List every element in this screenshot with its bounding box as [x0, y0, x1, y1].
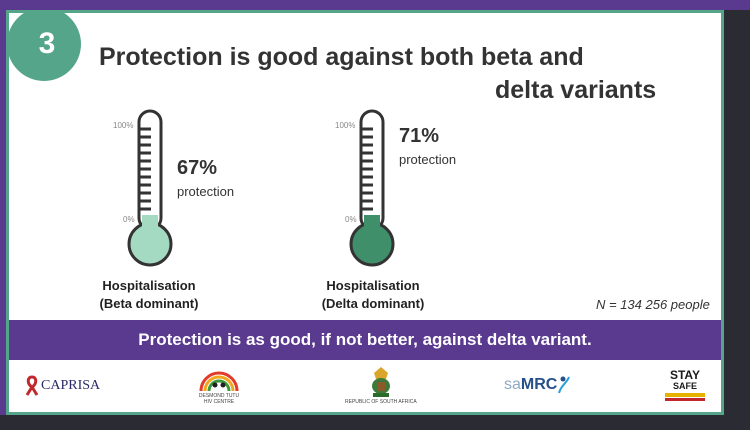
sample-size-note: N = 134 256 people — [596, 297, 710, 312]
thermometer-1-value-label: protection — [177, 184, 235, 199]
caprisa-logo-text: CAPRISA — [41, 378, 101, 393]
slide: 3 Protection is good against both beta a… — [6, 10, 724, 415]
stay-safe-stripe-2 — [665, 398, 705, 401]
conclusion-banner: Protection is as good, if not better, ag… — [9, 320, 721, 360]
thermometer-2-scale-bottom: 0% — [345, 215, 357, 224]
slide-title-line-2: delta variants — [495, 76, 657, 104]
rainbow-icon — [199, 371, 239, 392]
thermometer-2-scale-top: 100% — [335, 121, 356, 130]
caprisa-logo: CAPRISA — [25, 375, 100, 397]
partner-logos: CAPRISA DESMOND TUTU HIV CENTRE REPUBLIC… — [9, 365, 721, 412]
desmond-tutu-logo: DESMOND TUTU HIV CENTRE — [197, 369, 241, 405]
thermometer-2-value: 71% — [399, 125, 440, 147]
coat-of-arms-icon — [371, 367, 390, 397]
rsa-logo-text: REPUBLIC OF SOUTH AFRICA — [345, 399, 417, 405]
stay-safe-logo: STAY SAFE — [665, 369, 705, 401]
window-bottom-edge — [0, 415, 750, 430]
thermometer-1-icon — [127, 109, 173, 267]
thermometer-1-scale-bottom: 0% — [123, 215, 135, 224]
stay-safe-stripe — [665, 393, 705, 397]
window-right-edge — [724, 10, 750, 430]
slide-number-badge: 3 — [9, 13, 81, 81]
thermometer-1-caption-line-2: (Beta dominant) — [99, 296, 199, 311]
stay-safe-logo-line-2: SAFE — [672, 381, 697, 391]
thermometer-2-icon — [349, 109, 395, 267]
thermometer-1-scale-top: 100% — [113, 121, 134, 130]
samrc-logo-main: MRC — [520, 376, 558, 393]
desmond-tutu-logo-text: DESMOND TUTU HIV CENTRE — [198, 393, 240, 405]
thermometer-1-caption: Hospitalisation (Beta dominant) — [69, 277, 229, 313]
thermometer-2-caption-line-1: Hospitalisation — [326, 278, 420, 293]
stay-safe-logo-line-1: STAY — [669, 368, 700, 382]
samrc-logo-prefix: sa — [504, 376, 521, 393]
samrc-swoosh-icon — [558, 376, 571, 394]
window-top-border — [0, 0, 750, 10]
thermometer-2-value-label: protection — [399, 152, 457, 167]
thermometer-1-value: 67% — [177, 157, 218, 179]
thermometer-2-caption: Hospitalisation (Delta dominant) — [293, 277, 453, 313]
thermometer-2-caption-line-2: (Delta dominant) — [321, 296, 425, 311]
thermometer-1-caption-line-1: Hospitalisation — [102, 278, 196, 293]
red-ribbon-icon — [25, 375, 39, 396]
rsa-coat-of-arms-logo: REPUBLIC OF SOUTH AFRICA — [345, 365, 417, 405]
slide-title-line-1: Protection is good against both beta and — [99, 43, 584, 71]
samrc-logo: sa MRC — [504, 375, 571, 395]
